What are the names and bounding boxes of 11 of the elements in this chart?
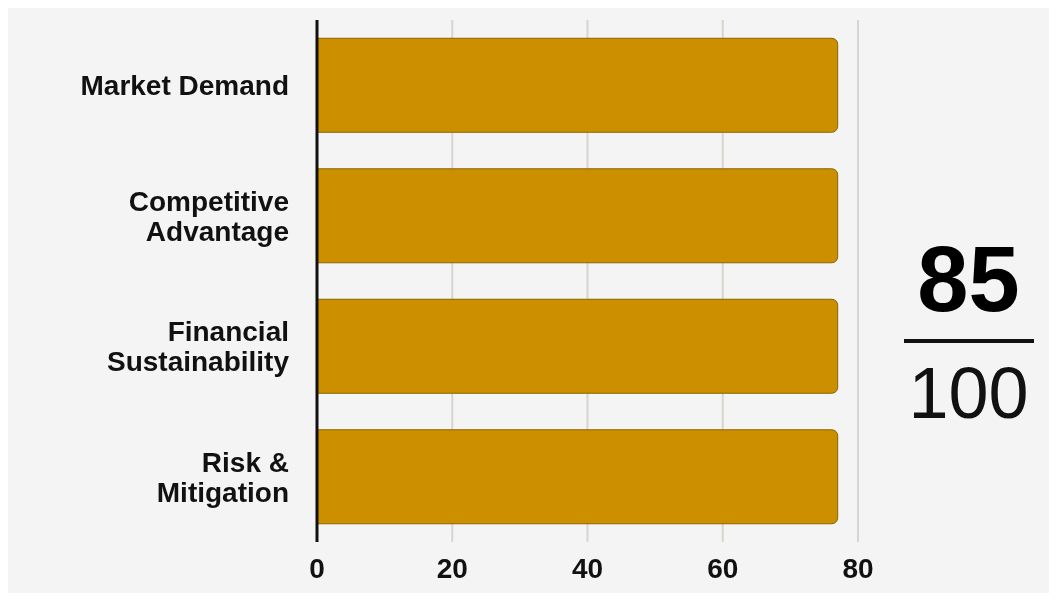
text: 85	[917, 227, 1020, 330]
y-tick-label: Risk & Mitigation	[156, 446, 289, 508]
x-tick-label: 60	[707, 552, 739, 584]
y-tick-label: Financial Sustainability	[106, 315, 290, 377]
y-tick-label: Competitive Advantage	[128, 185, 289, 247]
x-tick-label: 40	[571, 552, 604, 584]
y-tick-label: Market Demand	[80, 69, 289, 101]
text: 100	[908, 352, 1029, 433]
x-tick-label: 0	[309, 552, 325, 584]
x-tick-label: 20	[436, 552, 468, 584]
x-tick-label: 80	[842, 552, 874, 584]
